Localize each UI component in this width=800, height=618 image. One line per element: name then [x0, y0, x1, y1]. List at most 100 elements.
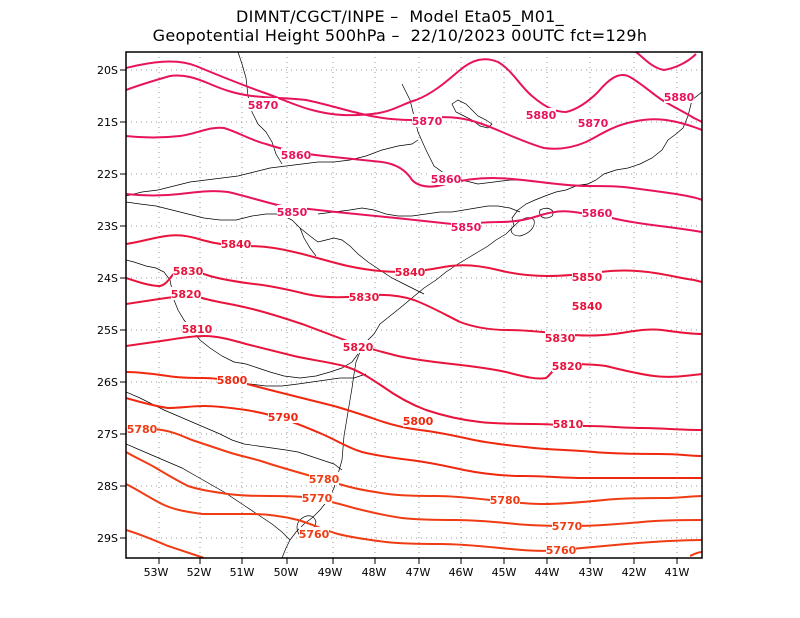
lat-lon-grid	[126, 52, 702, 558]
contour-label: 5780	[309, 472, 340, 486]
svg-text:5770: 5770	[302, 492, 333, 505]
lon-tick-label: 50W	[274, 566, 299, 579]
svg-text:5760: 5760	[299, 528, 330, 541]
lon-tick-label: 46W	[449, 566, 474, 579]
svg-text:5820: 5820	[552, 360, 583, 373]
contour-5750	[126, 529, 205, 558]
contour-label: 5810	[553, 417, 584, 431]
contour-label: 5820	[343, 340, 374, 354]
svg-text:5870: 5870	[412, 115, 443, 128]
contour-label: 5770	[302, 491, 333, 505]
border-mg-sp	[126, 139, 419, 197]
svg-text:5780: 5780	[309, 473, 340, 486]
svg-text:5780: 5780	[490, 494, 521, 507]
svg-text:5810: 5810	[553, 418, 584, 431]
contour-label: 5760	[299, 527, 330, 541]
contour-label: 5820	[171, 287, 202, 301]
contour-5830	[126, 269, 702, 337]
contour-5790	[126, 397, 702, 480]
svg-text:5830: 5830	[545, 332, 576, 345]
svg-text:5830: 5830	[349, 291, 380, 304]
svg-text:5880: 5880	[664, 91, 695, 104]
svg-text:5820: 5820	[343, 341, 374, 354]
contour-5800	[126, 371, 702, 457]
map-frame	[125, 51, 703, 559]
contour-label: 5830	[349, 290, 380, 304]
lon-tick-label: 44W	[535, 566, 560, 579]
svg-text:5760: 5760	[546, 544, 577, 557]
border-pr-ms	[233, 353, 359, 379]
espirito-santo-coast-inlet	[451, 99, 493, 129]
lat-tick-label: 22S	[97, 168, 118, 181]
contour-5810	[126, 334, 702, 431]
contour-label: 5850	[451, 220, 482, 234]
contour-label: 5880	[526, 108, 557, 122]
contour-label: 5800	[403, 414, 434, 428]
lat-tick-label: 25S	[97, 324, 118, 337]
lat-tick-label: 21S	[97, 116, 118, 129]
lon-tick-label: 43W	[579, 566, 604, 579]
contour-label: 5840	[395, 265, 426, 279]
svg-text:5860: 5860	[281, 149, 312, 162]
guanabara-bay	[510, 217, 535, 237]
contour-5750-east	[689, 551, 702, 557]
contour-label: 5780	[490, 493, 521, 507]
border-ms-sp	[126, 201, 317, 257]
contour-label: 5780	[127, 422, 158, 436]
lon-tick-label: 52W	[187, 566, 212, 579]
contour-label: 5840	[221, 237, 252, 251]
contour-label: 5860	[582, 206, 613, 220]
border-sc-rs	[126, 391, 343, 471]
lon-tick-label: 53W	[144, 566, 169, 579]
svg-text:5840: 5840	[221, 238, 252, 251]
lon-tick-label: 49W	[318, 566, 343, 579]
lon-tick-label: 42W	[622, 566, 647, 579]
title-line-2: Geopotential Height 500hPa – 22/10/2023 …	[152, 26, 648, 45]
lat-tick-label: 24S	[97, 272, 118, 285]
contour-5780	[126, 427, 702, 506]
contour-5880	[126, 58, 702, 123]
lat-tick-label: 27S	[97, 428, 118, 441]
contour-5820	[126, 295, 702, 380]
svg-text:5770: 5770	[552, 520, 583, 533]
svg-text:5800: 5800	[217, 374, 248, 387]
lon-tick-label: 45W	[492, 566, 517, 579]
contour-5860	[126, 126, 702, 201]
svg-text:5810: 5810	[182, 323, 213, 336]
svg-text:5880: 5880	[526, 109, 557, 122]
border-mg-rj	[401, 83, 589, 187]
title-line-1: DIMNT/CGCT/INPE – Model Eta05_M01_	[236, 7, 564, 26]
contour-label: 5860	[431, 172, 462, 186]
svg-text:5850: 5850	[451, 221, 482, 234]
border-sp-pr	[299, 227, 425, 295]
contour-label: 5760	[546, 543, 577, 557]
lat-tick-label: 20S	[97, 64, 118, 77]
svg-text:5780: 5780	[127, 423, 158, 436]
svg-text:5850: 5850	[277, 206, 308, 219]
border-goias-mg	[237, 52, 283, 165]
lon-tick-label: 41W	[665, 566, 690, 579]
contour-label: 5790	[268, 410, 299, 424]
border-sp-rj	[317, 205, 521, 217]
lon-tick-label: 51W	[230, 566, 255, 579]
contour-label: 5880	[664, 90, 695, 104]
contour-5870	[126, 74, 702, 150]
contour-label: 5770	[552, 519, 583, 533]
svg-text:5870: 5870	[578, 117, 609, 130]
svg-text:5820: 5820	[171, 288, 202, 301]
svg-text:5800: 5800	[403, 415, 434, 428]
lat-tick-label: 26S	[97, 376, 118, 389]
contour-label: 5830	[545, 331, 576, 345]
svg-text:5830: 5830	[173, 265, 204, 278]
svg-text:5860: 5860	[431, 173, 462, 186]
svg-text:5870: 5870	[248, 99, 279, 112]
svg-text:5840: 5840	[395, 266, 426, 279]
contour-label: 5800	[217, 373, 248, 387]
lon-tick-label: 47W	[406, 566, 431, 579]
contour-label: 5870	[412, 114, 443, 128]
svg-text:5850: 5850	[572, 271, 603, 284]
svg-text:5790: 5790	[268, 411, 299, 424]
contour-label: 5850	[277, 205, 308, 219]
contour-label: 5810	[182, 322, 213, 336]
